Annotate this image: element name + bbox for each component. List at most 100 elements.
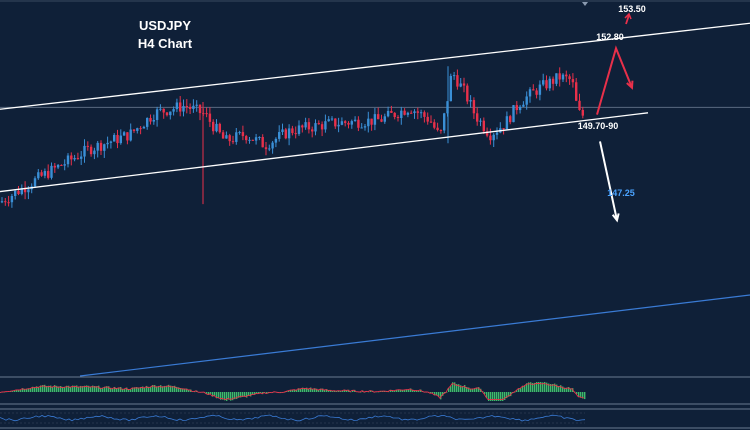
osc-bar <box>242 392 244 397</box>
osc-bar <box>296 390 298 392</box>
osc-bar <box>530 382 532 392</box>
osc-bar <box>486 392 488 398</box>
osc-bar <box>246 392 248 398</box>
osc-bar <box>398 389 400 392</box>
osc-bar <box>144 387 146 392</box>
osc-bar <box>14 390 16 392</box>
channel-lower-line <box>0 112 649 193</box>
osc-bar <box>148 386 150 392</box>
osc-bar <box>454 382 456 392</box>
candle-body <box>109 141 113 143</box>
candle-body <box>532 89 535 91</box>
osc-bar <box>30 388 32 392</box>
osc-bar <box>518 388 520 392</box>
osc-bar <box>122 388 124 392</box>
osc-bar <box>248 392 250 396</box>
osc-bar <box>174 385 176 392</box>
osc-bar <box>392 390 394 392</box>
osc-bar <box>38 386 40 392</box>
osc-bar <box>60 386 62 392</box>
osc-bar <box>554 383 556 392</box>
candle-body <box>373 114 377 125</box>
candle-body <box>294 133 297 135</box>
osc-bar <box>108 386 110 392</box>
osc-bar <box>218 392 220 399</box>
osc-bar <box>208 392 210 395</box>
candle-body <box>129 129 132 141</box>
chart-timeframe: H4 Chart <box>138 36 193 51</box>
osc-bar <box>316 388 318 392</box>
osc-bar <box>496 392 498 401</box>
osc-bar <box>564 387 566 392</box>
candle-body <box>106 142 109 145</box>
osc-bar <box>74 385 76 392</box>
osc-bar <box>302 387 304 392</box>
osc-bar <box>292 389 294 392</box>
candle-body <box>307 122 311 130</box>
candle-body <box>284 129 287 139</box>
osc-bar <box>488 392 490 401</box>
chart-symbol: USDJPY <box>139 18 191 33</box>
candle-body <box>218 123 221 133</box>
candle-body <box>89 146 93 155</box>
osc-bar <box>394 390 396 392</box>
osc-bar <box>312 388 314 392</box>
candle-body <box>330 118 334 120</box>
candle-body <box>159 108 162 110</box>
osc-bar <box>142 386 144 392</box>
osc-bar <box>154 385 156 392</box>
osc-bar <box>244 392 246 397</box>
osc-bar <box>162 386 164 392</box>
osc-bar <box>256 392 258 394</box>
osc-bar <box>40 385 42 392</box>
osc-bar <box>452 382 454 392</box>
osc-bar <box>160 385 162 392</box>
candlestick-series <box>0 66 584 208</box>
support-label: 149.70-90 <box>578 121 619 131</box>
candle-body <box>228 135 231 142</box>
osc-bar <box>32 386 34 392</box>
osc-bar <box>306 387 308 392</box>
osc-bar <box>90 386 92 392</box>
osc-bar <box>542 382 544 392</box>
osc-bar <box>566 387 568 392</box>
osc-bar <box>492 392 494 401</box>
candle-body <box>542 80 545 85</box>
osc-bar <box>548 383 550 392</box>
osc-bar <box>352 390 354 392</box>
candle-body <box>568 76 571 80</box>
osc-bar <box>506 392 508 399</box>
osc-bar <box>206 392 208 395</box>
osc-bar <box>44 384 46 392</box>
osc-bar <box>410 388 412 392</box>
candle-body <box>155 109 159 120</box>
candle-body <box>162 108 165 113</box>
candle-body <box>466 85 469 102</box>
candle-body <box>476 113 479 122</box>
osc-bar <box>106 386 108 392</box>
osc-bar <box>48 385 50 392</box>
candle-body <box>555 73 558 84</box>
candle-body <box>386 110 390 117</box>
osc-bar <box>326 389 328 392</box>
candle-body <box>132 129 136 131</box>
candle-body <box>251 139 254 141</box>
osc-bar <box>28 388 30 392</box>
osc-bar <box>92 385 94 392</box>
candle-body <box>485 131 489 136</box>
osc-bar <box>194 391 196 393</box>
osc-bar <box>562 386 564 392</box>
osc-bar <box>328 390 330 392</box>
candle-body <box>231 141 235 143</box>
osc-bar <box>260 392 262 394</box>
candle-body <box>548 78 551 89</box>
overlays <box>0 12 750 377</box>
osc-bar <box>214 392 216 396</box>
candle-body <box>393 112 396 118</box>
osc-bar <box>166 385 168 392</box>
osc-bar <box>474 388 476 392</box>
osc-bar <box>584 392 586 400</box>
candle-body <box>254 137 258 141</box>
candle-body <box>535 90 538 95</box>
